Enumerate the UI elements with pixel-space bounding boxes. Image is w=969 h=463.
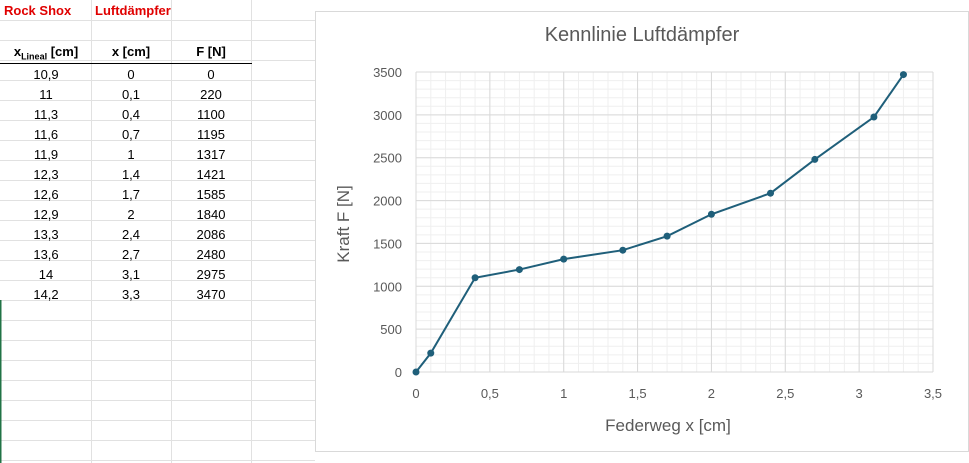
- table-cell[interactable]: 2: [127, 207, 135, 222]
- header-f[interactable]: F [N]: [196, 44, 226, 59]
- header-xlineal[interactable]: xLineal [cm]: [2, 42, 90, 62]
- data-point: [560, 255, 568, 263]
- table-cell[interactable]: 3470: [196, 287, 226, 302]
- table-cell[interactable]: 10,9: [33, 67, 59, 82]
- data-point: [870, 113, 878, 121]
- table-cell[interactable]: 2,4: [121, 227, 141, 242]
- header-xlineal-main: x: [13, 44, 22, 59]
- table-cell[interactable]: 1421: [196, 167, 226, 182]
- data-point: [471, 274, 479, 282]
- series-line: [415, 74, 905, 373]
- header-x[interactable]: x [cm]: [111, 44, 151, 59]
- table-cell[interactable]: 11,6: [33, 127, 59, 142]
- table-cell[interactable]: 0,4: [121, 107, 141, 122]
- x-axis-label: Federweg x [cm]: [605, 416, 731, 435]
- table-cell[interactable]: 1317: [196, 147, 226, 162]
- product-cell[interactable]: Luftdämpfer: [95, 3, 171, 18]
- table-cell[interactable]: 13,3: [33, 227, 59, 242]
- y-tick-label: 2000: [373, 194, 402, 209]
- table-cell[interactable]: 2975: [196, 267, 226, 282]
- table-cell[interactable]: 1,7: [121, 187, 141, 202]
- table-cell[interactable]: 11,3: [33, 107, 59, 122]
- data-point: [619, 246, 627, 254]
- data-point: [767, 189, 775, 197]
- table-cell[interactable]: 11,9: [33, 147, 59, 162]
- x-tick-label: 1: [560, 386, 567, 401]
- table-cell[interactable]: 3,1: [121, 267, 141, 282]
- table-cell[interactable]: 2086: [196, 227, 226, 242]
- table-cell[interactable]: 0,1: [121, 87, 141, 102]
- x-tick-label: 2,5: [776, 386, 794, 401]
- table-cell[interactable]: 1585: [196, 187, 226, 202]
- table-cell[interactable]: 13,6: [33, 247, 59, 262]
- table-cell[interactable]: 14: [38, 267, 54, 282]
- y-tick-label: 1500: [373, 236, 402, 251]
- data-point: [663, 232, 671, 240]
- table-cell[interactable]: 1100: [197, 107, 225, 122]
- data-point: [427, 349, 435, 357]
- x-tick-label: 3,5: [924, 386, 942, 401]
- table-cell[interactable]: 1840: [196, 207, 226, 222]
- chart-title: Kennlinie Luftdämpfer: [544, 24, 740, 46]
- data-point: [515, 266, 523, 274]
- header-xlineal-sub: Lineal: [21, 51, 48, 62]
- y-tick-label: 3000: [373, 108, 402, 123]
- table-cell[interactable]: 220: [200, 87, 222, 102]
- data-point: [707, 210, 715, 218]
- table-cell[interactable]: 11: [39, 87, 53, 102]
- y-tick-label: 1000: [373, 279, 402, 294]
- table-cell[interactable]: 2,7: [121, 247, 141, 262]
- chart-area[interactable]: Kennlinie Luftdämpfer Kraft F [N] Federw…: [315, 11, 969, 452]
- x-tick-label: 2: [708, 386, 715, 401]
- brand-cell[interactable]: Rock Shox: [4, 3, 72, 18]
- x-tick-label: 3: [856, 386, 863, 401]
- data-point: [811, 155, 819, 163]
- table-cell[interactable]: 0: [127, 67, 135, 82]
- table-cell[interactable]: 3,3: [121, 287, 141, 302]
- x-tick-label: 0,5: [481, 386, 499, 401]
- header-xlineal-unit: [cm]: [50, 44, 79, 59]
- table-cell[interactable]: 12,6: [33, 187, 59, 202]
- plot-svg: 0 0,5 1 1,5 2 2,5 3 3,5 0 500 1000 1500 2000 2500 3000…: [373, 65, 942, 401]
- table-cell[interactable]: 12,3: [33, 167, 59, 182]
- table-cell[interactable]: 2480: [196, 247, 226, 262]
- data-point: [412, 368, 420, 376]
- y-tick-label: 500: [380, 322, 402, 337]
- table-cell[interactable]: 0,7: [121, 127, 141, 142]
- x-tick-label: 0: [412, 386, 419, 401]
- table-cell[interactable]: 14,2: [33, 287, 59, 302]
- data-point: [899, 71, 907, 79]
- table-cell[interactable]: 12,9: [33, 207, 59, 222]
- table-cell[interactable]: 0: [207, 67, 215, 82]
- table-cell[interactable]: 1195: [197, 127, 225, 142]
- y-tick-label: 0: [395, 365, 402, 380]
- y-tick-label: 2500: [373, 151, 402, 166]
- y-tick-label: 3500: [373, 65, 402, 80]
- table-cell[interactable]: 1: [127, 147, 135, 162]
- x-tick-label: 1,5: [629, 386, 647, 401]
- table-cell[interactable]: 1,4: [121, 167, 141, 182]
